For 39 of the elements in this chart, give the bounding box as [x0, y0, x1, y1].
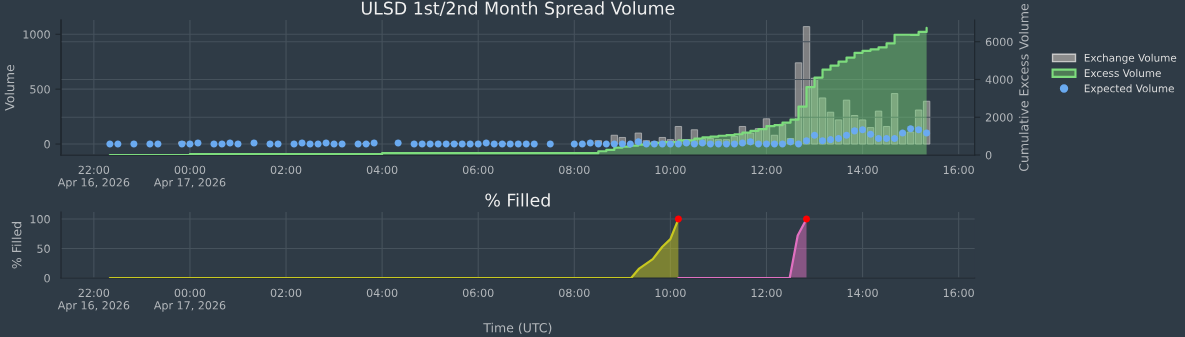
y-tick-label: 500 [30, 85, 50, 94]
x-tick-label: 00:00 Apr 17, 2026 [153, 165, 226, 189]
x-tick-label: 04:00 [366, 165, 398, 175]
x-tick-label: 16:00 [943, 165, 974, 175]
x-tick-label: 06:00 [462, 288, 494, 298]
x-tick-label: 14:00 [847, 165, 878, 175]
x-tick-label: 22:00 Apr 16, 2026 [57, 165, 130, 189]
x-tick-label: 02:00 [270, 288, 302, 298]
y-tick-label: 50 [37, 244, 50, 253]
x-tick-label: 00:00 Apr 17, 2026 [153, 288, 226, 312]
x-tick-label: 12:00 [751, 165, 782, 175]
y-tick-label: 0 [44, 140, 50, 149]
x-tick-label: 10:00 [655, 288, 686, 298]
legend-label: Excess Volume [1084, 68, 1161, 78]
y2-tick-label: 2000 [985, 113, 1013, 122]
y2-tick-label: 0 [985, 150, 992, 160]
chart-title: % Filled [485, 193, 550, 207]
chart-title: ULSD 1st/2nd Month Spread Volume [361, 1, 675, 19]
y-tick-label: 100 [30, 215, 50, 224]
x-tick-label: 12:00 [751, 288, 782, 298]
legend-label: Exchange Volume [1084, 53, 1177, 64]
y-tick-label: 1000 [23, 30, 50, 39]
x-tick-label: 16:00 [943, 288, 974, 298]
x-tick-label: 02:00 [270, 165, 302, 175]
x-tick-label: 04:00 [366, 288, 398, 298]
y-axis-title: Volume [4, 64, 15, 111]
y-axis-title: % Filled [11, 222, 22, 269]
x-tick-label: 22:00 Apr 16, 2026 [57, 288, 130, 312]
y2-tick-label: 6000 [985, 37, 1013, 47]
x-tick-label: 10:00 [655, 165, 686, 175]
x-tick-label: 14:00 [847, 288, 878, 298]
y2-tick-label: 4000 [985, 75, 1013, 84]
x-tick-label: 06:00 [462, 165, 494, 175]
legend-label: Expected Volume [1084, 84, 1174, 95]
y-tick-label: 0 [44, 274, 50, 283]
x-tick-label: 08:00 [559, 165, 590, 175]
y2-axis-title: Cumulative Excess Volume [1018, 3, 1029, 172]
x-axis-title: Time (UTC) [483, 322, 552, 334]
x-tick-label: 08:00 [559, 288, 590, 298]
